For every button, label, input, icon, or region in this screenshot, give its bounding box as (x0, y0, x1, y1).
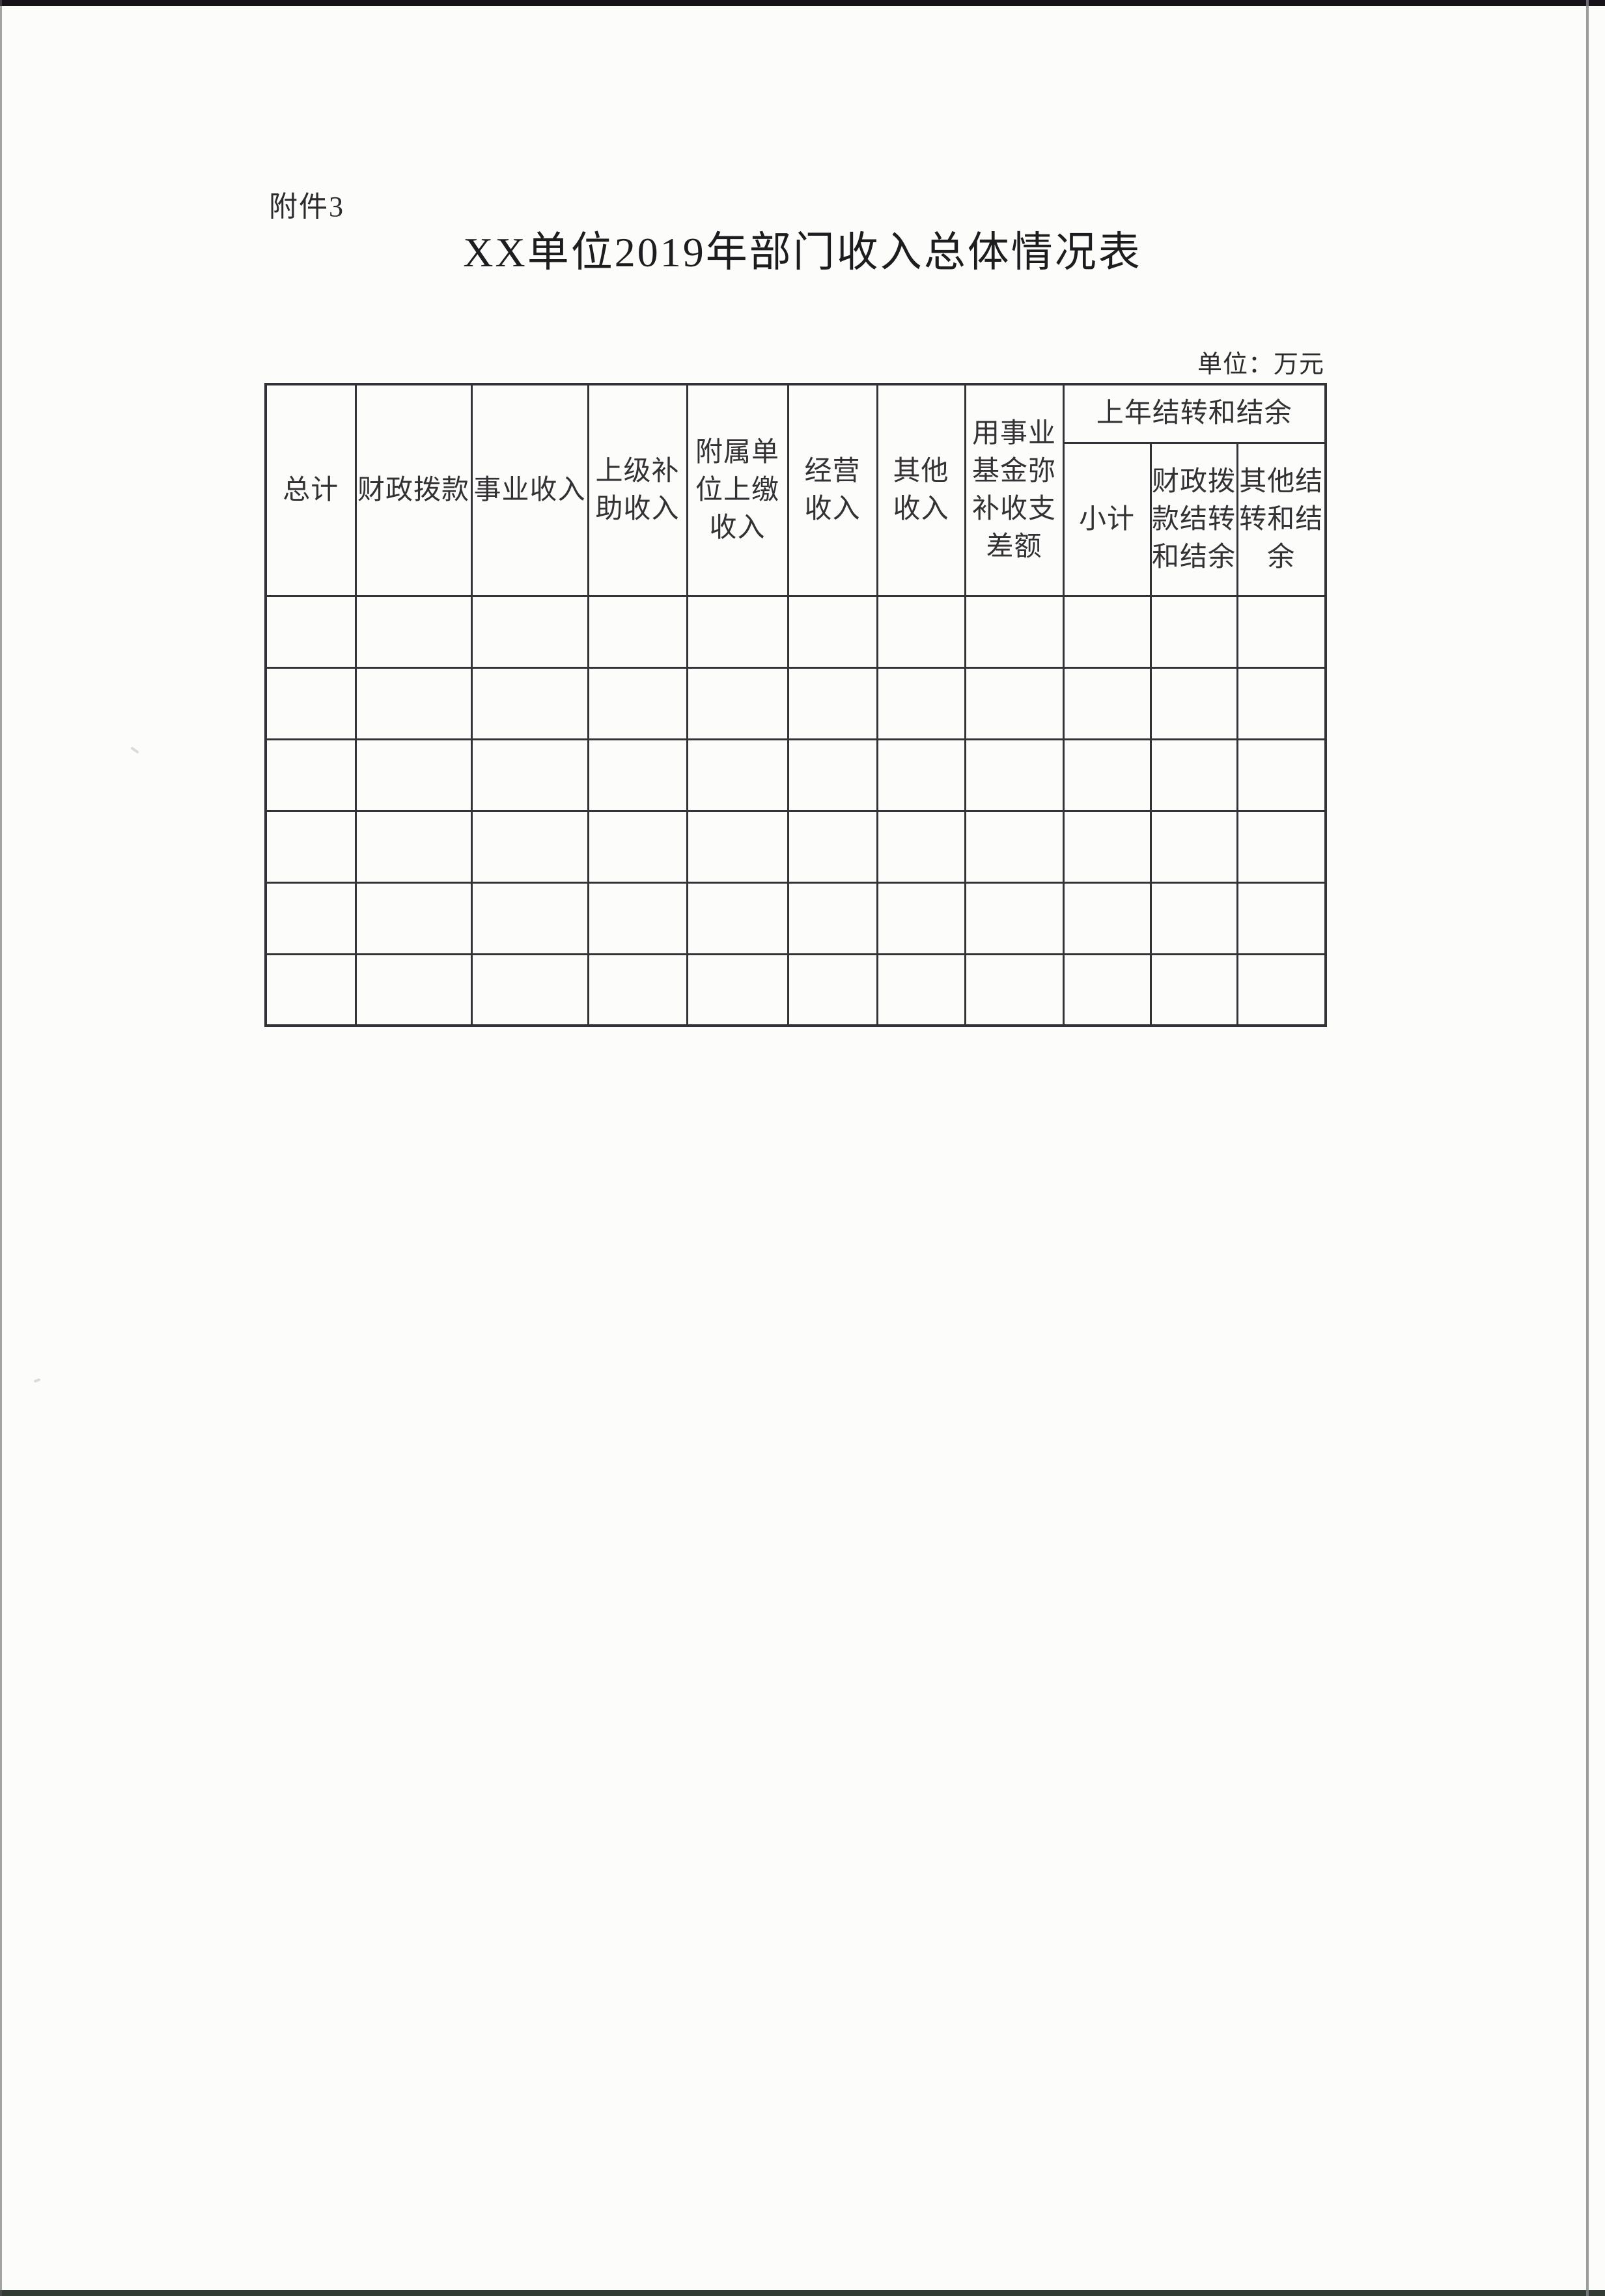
table-row (264, 809, 1327, 884)
attachment-label: 附件3 (269, 191, 344, 223)
table-cell (1062, 595, 1152, 669)
table-cell (1062, 666, 1152, 740)
table-cell (264, 595, 357, 669)
table-cell (964, 809, 1065, 884)
table-cell (964, 738, 1065, 812)
table-cell (1149, 738, 1238, 812)
table-cell (1149, 595, 1238, 669)
table-cell (470, 738, 589, 812)
header-cell-affiliated-unit-income: 附属单 位上缴 收入 (686, 383, 789, 597)
scan-edge-right (1586, 0, 1589, 2296)
table-cell (354, 666, 473, 740)
table-cell (964, 666, 1065, 740)
table-cell (264, 809, 357, 884)
table-cell (1236, 666, 1327, 740)
header-cell-operating-income: 经营 收入 (787, 383, 878, 597)
table-cell (470, 953, 589, 1027)
table-cell (964, 953, 1065, 1027)
table-cell (264, 666, 357, 740)
table-cell (1236, 809, 1327, 884)
unit-note: 单位：万元 (1197, 351, 1324, 378)
table-cell (787, 666, 878, 740)
table-row (264, 881, 1327, 955)
table-cell (1062, 881, 1152, 955)
table-cell (470, 881, 589, 955)
table-body (264, 595, 1327, 1027)
table-cell (264, 881, 357, 955)
income-table: 总计 财政拨款 事业收入 上级补 助收入 附属单 位上缴 收入 经营 收入 其他… (264, 383, 1328, 1027)
scan-edge-bottom (0, 2290, 1605, 2296)
table-cell (264, 953, 357, 1027)
table-cell (1149, 666, 1238, 740)
table-cell (1236, 595, 1327, 669)
table-cell (1236, 881, 1327, 955)
table-cell (354, 953, 473, 1027)
table-cell (1149, 809, 1238, 884)
table-cell (354, 738, 473, 812)
table-cell (964, 595, 1065, 669)
table-cell (470, 666, 589, 740)
table-cell (1149, 953, 1238, 1027)
header-row-top: 总计 财政拨款 事业收入 上级补 助收入 附属单 位上缴 收入 经营 收入 其他… (264, 383, 1327, 597)
scan-speck (130, 746, 139, 754)
scan-speck (33, 1378, 41, 1383)
header-cell-subtotal: 小计 (1062, 441, 1152, 597)
table-cell (686, 953, 789, 1027)
table-cell (1236, 738, 1327, 812)
table-cell (587, 953, 688, 1027)
table-cell (964, 881, 1065, 955)
header-cell-superior-subsidy-income: 上级补 助收入 (587, 383, 688, 597)
table-cell (470, 809, 589, 884)
header-cell-fiscal-carryover: 财政拨 款结转 和结余 (1149, 441, 1238, 597)
table-cell (587, 666, 688, 740)
page-title: XX单位2019年部门收入总体情况表 (463, 229, 1142, 275)
table-cell (1062, 738, 1152, 812)
table-cell (876, 738, 966, 812)
table-cell (587, 738, 688, 812)
table-cell (686, 666, 789, 740)
table-row (264, 666, 1327, 740)
header-cell-fund-offset-deficit: 用事业 基金弥 补收支 差额 (964, 383, 1065, 597)
table-cell (787, 809, 878, 884)
header-row-sub: 小计 财政拨 款结转 和结余 其他结 转和结 余 (266, 441, 1327, 597)
table-cell (876, 953, 966, 1027)
table-cell (876, 809, 966, 884)
table-cell (1149, 881, 1238, 955)
table-row (264, 738, 1327, 812)
table-cell (354, 595, 473, 669)
table-row (264, 953, 1327, 1027)
header-cell-business-income: 事业收入 (470, 383, 589, 597)
table-cell (470, 595, 589, 669)
table-cell (787, 881, 878, 955)
table-cell (876, 595, 966, 669)
table-cell (686, 881, 789, 955)
header-cell-fiscal-appropriation: 财政拨款 (354, 383, 473, 597)
table-cell (876, 666, 966, 740)
table-cell (787, 595, 878, 669)
scan-edge-left (0, 0, 2, 2296)
header-cell-prev-year-carryover-group: 上年结转和结余 (1062, 383, 1327, 444)
table-cell (354, 809, 473, 884)
table-row (264, 595, 1327, 669)
table-cell (1236, 953, 1327, 1027)
table-cell (354, 881, 473, 955)
table-header: 总计 财政拨款 事业收入 上级补 助收入 附属单 位上缴 收入 经营 收入 其他… (264, 383, 1327, 597)
table-cell (686, 809, 789, 884)
table-cell (787, 738, 878, 812)
header-cell-other-carryover: 其他结 转和结 余 (1236, 441, 1327, 597)
table-cell (686, 595, 789, 669)
table-cell (587, 595, 688, 669)
table-cell (587, 809, 688, 884)
header-cell-total: 总计 (264, 383, 357, 597)
table-cell (587, 881, 688, 955)
table-cell (1062, 953, 1152, 1027)
table-cell (1062, 809, 1152, 884)
header-cell-other-income: 其他 收入 (876, 383, 966, 597)
table-cell (686, 738, 789, 812)
table-cell (787, 953, 878, 1027)
table-cell (264, 738, 357, 812)
scan-edge-top (0, 0, 1605, 6)
table-cell (876, 881, 966, 955)
